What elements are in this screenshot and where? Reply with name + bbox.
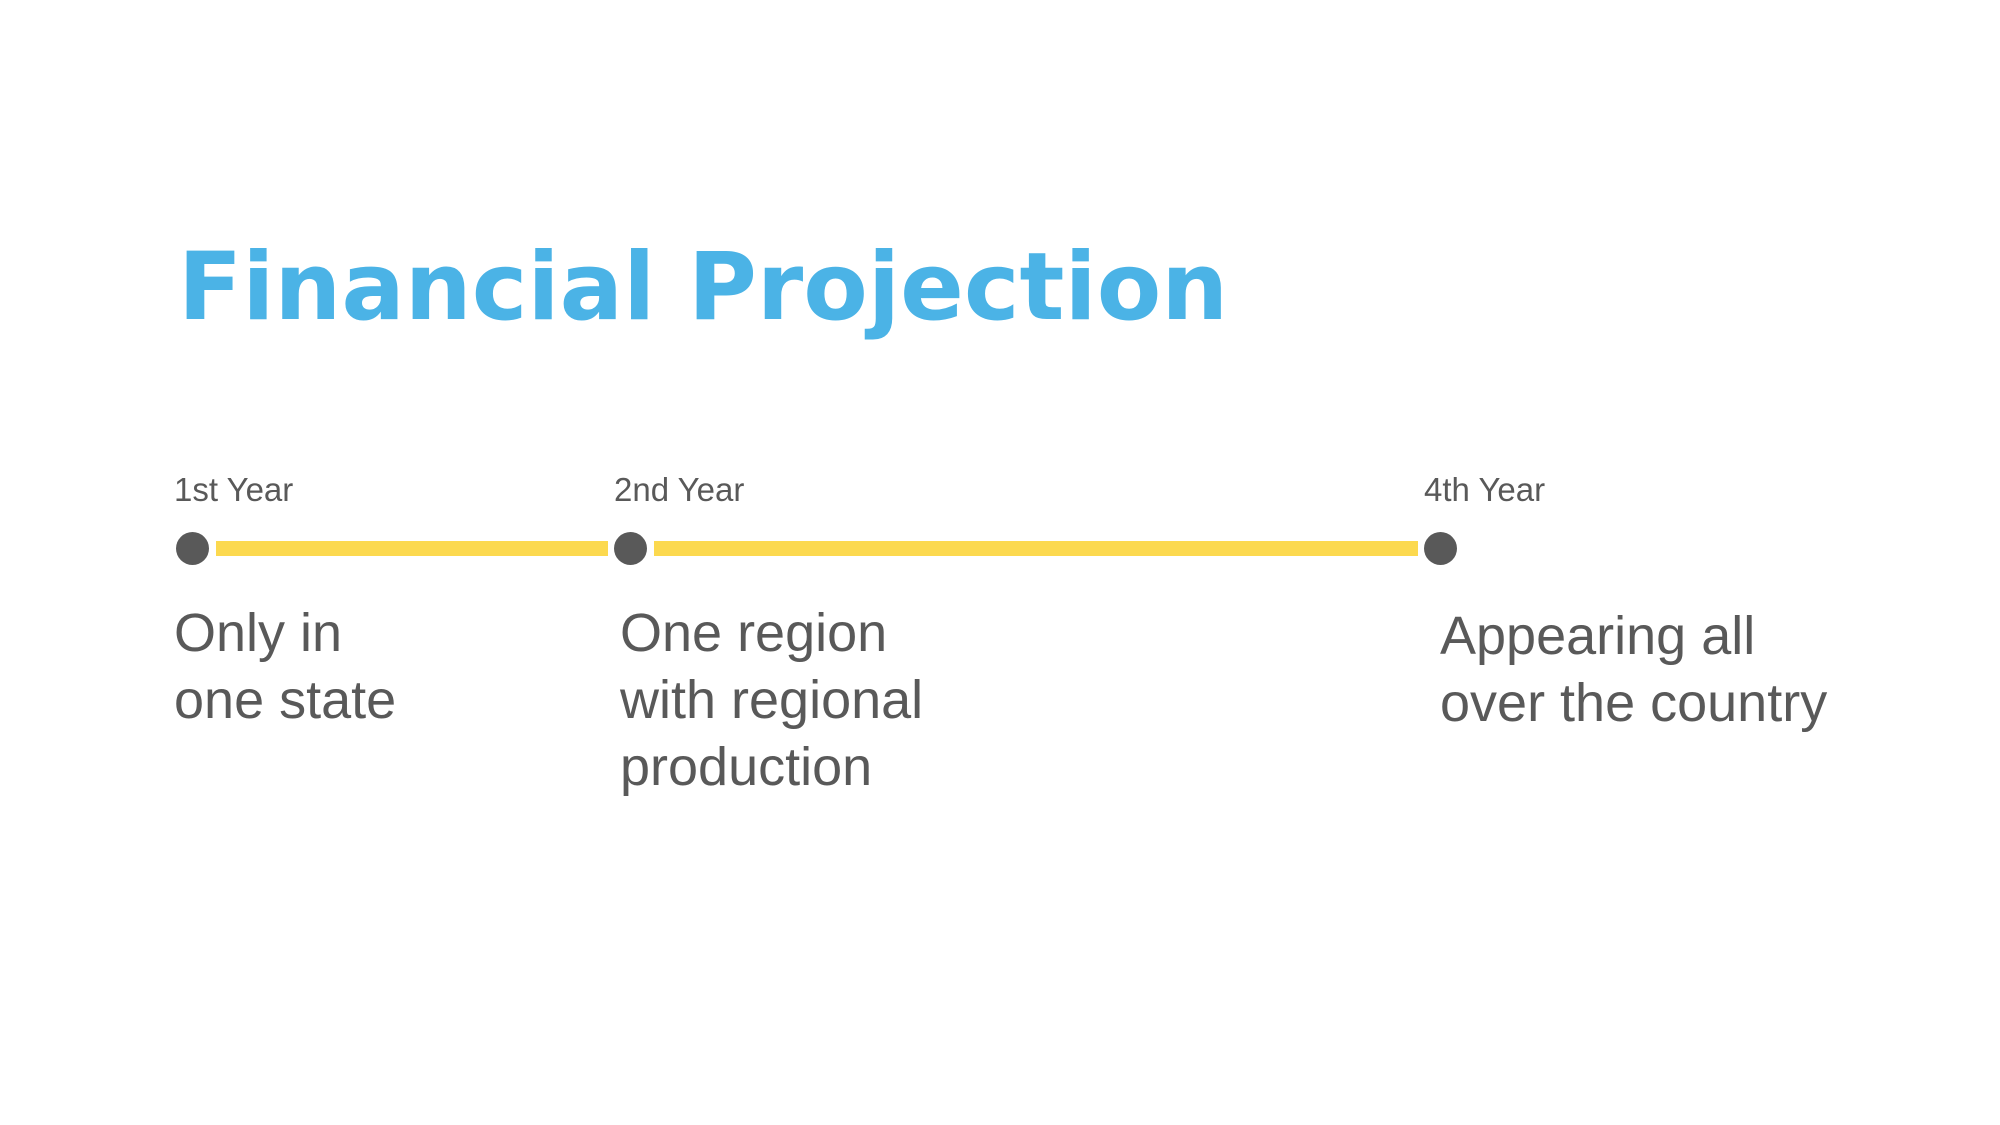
slide-title: Financial Projection: [178, 233, 1229, 342]
milestone-dot-3: [1424, 532, 1457, 565]
milestone-dot-2: [614, 532, 647, 565]
timeline-segment-1-2: [216, 541, 608, 556]
milestone-year-label-2: 2nd Year: [614, 471, 745, 508]
milestone-year-label-3: 4th Year: [1424, 471, 1546, 508]
milestone-description-3: Appearing all over the country: [1440, 606, 1828, 733]
timeline-segment-2-3: [654, 541, 1418, 556]
milestone-dot-1: [176, 532, 209, 565]
milestone-description-1: Only in one state: [174, 603, 397, 730]
milestone-year-label-1: 1st Year: [174, 471, 294, 508]
milestone-description-2: One region with regional production: [620, 603, 924, 797]
